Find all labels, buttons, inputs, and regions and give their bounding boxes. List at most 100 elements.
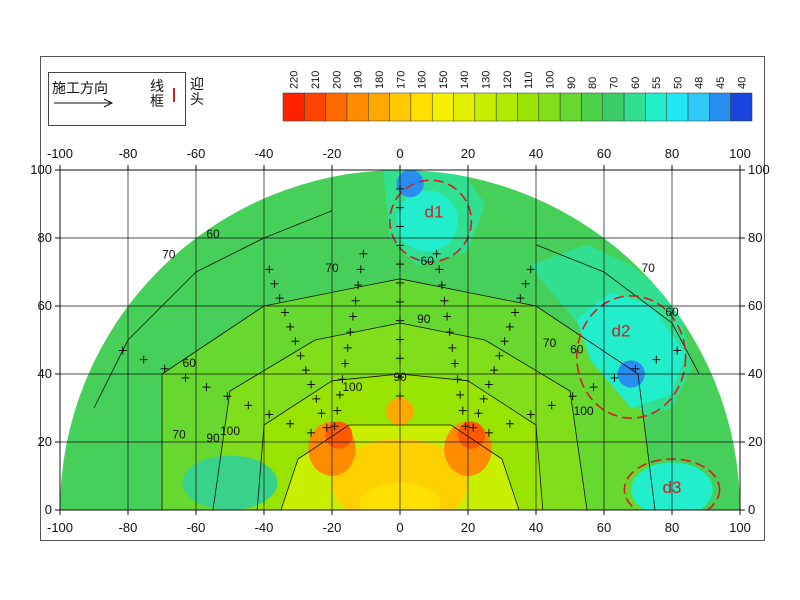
measure-point — [286, 322, 295, 331]
measure-point — [437, 281, 446, 290]
measure-point — [474, 409, 483, 418]
measure-point — [526, 265, 535, 274]
y-tick-label-right: 20 — [748, 434, 762, 449]
x-tick-label-bottom: -100 — [47, 520, 73, 535]
y-tick-label-left: 100 — [30, 162, 52, 177]
measure-point — [445, 328, 454, 337]
legend-box — [48, 72, 186, 126]
x-tick-label-top: 40 — [529, 146, 543, 161]
line-box-red-mark — [173, 88, 175, 102]
y-tick-label-left: 20 — [38, 434, 52, 449]
measure-point — [673, 346, 682, 355]
contour-label: 60 — [421, 254, 435, 268]
measure-point — [280, 308, 289, 317]
measure-point — [479, 394, 488, 403]
x-tick-label-bottom: 60 — [597, 520, 611, 535]
measure-point — [296, 351, 305, 360]
measure-point — [348, 312, 357, 321]
measure-point — [223, 392, 232, 401]
y-tick-label-left: 0 — [45, 502, 52, 517]
measure-point — [356, 265, 365, 274]
measure-point — [490, 366, 499, 375]
measure-point — [450, 359, 459, 368]
measure-point — [244, 401, 253, 410]
measure-point — [291, 337, 300, 346]
y-tick-label-right: 40 — [748, 366, 762, 381]
tunnel-face-label: 迎头 — [190, 77, 204, 108]
contour-label: 70 — [642, 261, 656, 275]
contour-label: 60 — [665, 305, 679, 319]
measure-point — [511, 308, 520, 317]
contour-label: 60 — [570, 343, 584, 357]
x-tick-label-bottom: -80 — [119, 520, 138, 535]
measure-point — [495, 351, 504, 360]
measure-point — [453, 375, 462, 384]
measure-point — [307, 428, 316, 437]
measure-point — [354, 281, 363, 290]
measure-point — [610, 373, 619, 382]
measure-point — [631, 364, 640, 373]
measure-point — [547, 401, 556, 410]
x-tick-label-top: -100 — [47, 146, 73, 161]
measure-point — [335, 390, 344, 399]
measure-point — [456, 390, 465, 399]
y-tick-label-right: 100 — [748, 162, 770, 177]
y-tick-label-left: 60 — [38, 298, 52, 313]
zone-label: d2 — [612, 322, 631, 341]
contour-label: 70 — [162, 247, 176, 261]
measure-point — [270, 279, 279, 288]
measure-point — [286, 419, 295, 428]
contour-label: 60 — [206, 227, 220, 241]
measure-point — [202, 383, 211, 392]
measure-point — [484, 380, 493, 389]
measure-point — [181, 373, 190, 382]
x-tick-label-bottom: -60 — [187, 520, 206, 535]
zone-label: d3 — [663, 478, 682, 497]
measure-point — [275, 294, 284, 303]
contour-label: 70 — [172, 428, 186, 442]
contour-label: 70 — [325, 261, 339, 275]
measure-point — [484, 428, 493, 437]
x-tick-label-top: 0 — [396, 146, 403, 161]
measure-point — [568, 392, 577, 401]
measure-point — [359, 249, 368, 258]
region-d1 — [396, 190, 458, 252]
x-tick-label-top: -60 — [187, 146, 206, 161]
measure-point — [343, 343, 352, 352]
direction-arrow-icon — [54, 98, 114, 108]
y-tick-label-left: 80 — [38, 230, 52, 245]
measure-point — [505, 322, 514, 331]
measure-point — [346, 328, 355, 337]
measure-point — [160, 364, 169, 373]
measure-point — [341, 359, 350, 368]
measure-point — [317, 409, 326, 418]
measure-point — [500, 337, 509, 346]
contour-label: 90 — [393, 370, 407, 384]
y-tick-label-right: 80 — [748, 230, 762, 245]
x-tick-label-top: -80 — [119, 146, 138, 161]
measure-point — [312, 394, 321, 403]
contour-label: 100 — [574, 404, 594, 418]
x-tick-label-bottom: 80 — [665, 520, 679, 535]
measure-point — [338, 375, 347, 384]
x-tick-label-bottom: 40 — [529, 520, 543, 535]
y-tick-label-left: 40 — [38, 366, 52, 381]
measure-point — [589, 383, 598, 392]
x-tick-label-top: -40 — [255, 146, 274, 161]
x-tick-label-bottom: 0 — [396, 520, 403, 535]
zone-outline-d2 — [575, 294, 687, 419]
measure-point — [458, 406, 467, 415]
measure-point — [301, 366, 310, 375]
construction-direction-label: 施工方向 — [52, 81, 108, 97]
measure-point — [351, 296, 360, 305]
measure-point — [521, 279, 530, 288]
y-tick-label-right: 60 — [748, 298, 762, 313]
measure-point — [440, 296, 449, 305]
measure-point — [265, 410, 274, 419]
x-tick-label-top: 60 — [597, 146, 611, 161]
zone-outline-d1 — [389, 179, 473, 263]
x-tick-label-bottom: 20 — [461, 520, 475, 535]
measure-point — [652, 355, 661, 364]
contour-label: 70 — [543, 336, 557, 350]
measure-point — [469, 423, 478, 432]
